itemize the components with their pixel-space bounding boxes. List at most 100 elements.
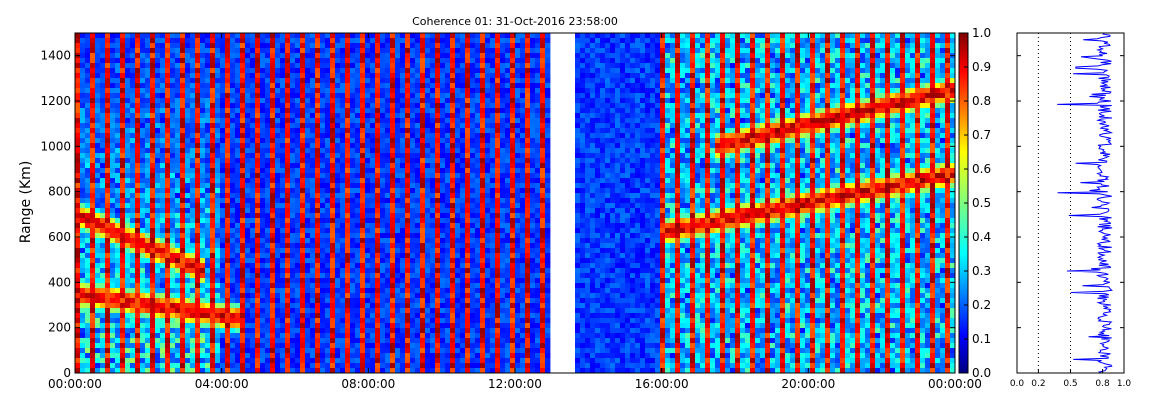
heatmap-cell <box>420 178 426 184</box>
heatmap-cell <box>280 258 286 264</box>
heatmap-cell <box>390 148 396 154</box>
heatmap-cell <box>345 238 351 244</box>
heatmap-cell <box>180 308 186 314</box>
heatmap-cell <box>335 228 341 234</box>
heatmap-cell <box>150 173 156 179</box>
heatmap-cell <box>355 158 361 164</box>
heatmap-cell <box>115 58 121 64</box>
heatmap-cell <box>230 248 236 254</box>
heatmap-cell <box>435 38 441 44</box>
heatmap-cell <box>140 278 146 284</box>
heatmap-cell <box>100 68 106 74</box>
heatmap-cell <box>135 223 141 229</box>
heatmap-cell <box>420 298 426 304</box>
heatmap-cell <box>315 318 321 324</box>
heatmap-cell <box>110 123 116 129</box>
heatmap-cell <box>320 38 326 44</box>
heatmap-cell <box>255 363 261 369</box>
heatmap-cell <box>240 213 246 219</box>
heatmap-cell <box>360 288 366 294</box>
heatmap-cell <box>310 58 316 64</box>
heatmap-cell <box>100 188 106 194</box>
heatmap-cell <box>280 368 286 374</box>
heatmap-cell <box>375 203 381 209</box>
heatmap-cell <box>405 48 411 54</box>
heatmap-cell <box>310 53 316 59</box>
heatmap-cell <box>110 308 116 314</box>
heatmap-cell <box>190 308 196 314</box>
heatmap-cell <box>120 333 126 339</box>
heatmap-cell <box>140 198 146 204</box>
heatmap-cell <box>375 123 381 129</box>
heatmap-cell <box>175 283 181 289</box>
heatmap-cell <box>420 313 426 319</box>
heatmap-cell <box>95 193 101 199</box>
heatmap-cell <box>415 208 421 214</box>
heatmap-cell <box>95 338 101 344</box>
heatmap-cell <box>220 138 226 144</box>
heatmap-cell <box>310 353 316 359</box>
heatmap-cell <box>420 78 426 84</box>
heatmap-cell <box>335 43 341 49</box>
heatmap-cell <box>190 113 196 119</box>
heatmap-cell <box>175 253 181 259</box>
heatmap-cell <box>85 88 91 94</box>
heatmap-cell <box>400 83 406 89</box>
heatmap-cell <box>75 58 81 64</box>
heatmap-cell <box>75 63 81 69</box>
heatmap-cell <box>120 243 126 249</box>
heatmap-cell <box>260 233 266 239</box>
heatmap-cell <box>440 68 446 74</box>
heatmap-cell <box>160 128 166 134</box>
heatmap-cell <box>205 258 211 264</box>
heatmap-cell <box>410 238 416 244</box>
heatmap-cell <box>190 108 196 114</box>
heatmap-cell <box>355 208 361 214</box>
heatmap-cell <box>200 358 206 364</box>
heatmap-cell <box>205 313 211 319</box>
heatmap-cell <box>180 88 186 94</box>
heatmap-cell <box>235 258 241 264</box>
heatmap-cell <box>380 93 386 99</box>
heatmap-cell <box>210 153 216 159</box>
heatmap-cell <box>425 298 431 304</box>
heatmap-cell <box>335 188 341 194</box>
heatmap-cell <box>95 248 101 254</box>
heatmap-cell <box>350 313 356 319</box>
heatmap-cell <box>420 213 426 219</box>
heatmap-cell <box>310 38 316 44</box>
heatmap-cell <box>390 73 396 79</box>
heatmap-cell <box>245 338 251 344</box>
heatmap-cell <box>295 128 301 134</box>
heatmap-cell <box>235 213 241 219</box>
heatmap-cell <box>265 323 271 329</box>
heatmap-cell <box>260 98 266 104</box>
heatmap-cell <box>105 173 111 179</box>
heatmap-cell <box>355 93 361 99</box>
heatmap-cell <box>360 48 366 54</box>
heatmap-cell <box>210 368 216 374</box>
heatmap-cell <box>285 113 291 119</box>
heatmap-cell <box>110 243 116 249</box>
heatmap-cell <box>220 213 226 219</box>
heatmap-cell <box>125 203 131 209</box>
heatmap-cell <box>320 123 326 129</box>
heatmap-cell <box>335 108 341 114</box>
heatmap-cell <box>190 148 196 154</box>
heatmap-cell <box>365 243 371 249</box>
heatmap-cell <box>140 48 146 54</box>
heatmap-cell <box>150 283 156 289</box>
heatmap-cell <box>370 263 376 269</box>
heatmap-cell <box>185 183 191 189</box>
heatmap-cell <box>295 198 301 204</box>
heatmap-cell <box>250 338 256 344</box>
heatmap-cell <box>90 128 96 134</box>
heatmap-cell <box>320 253 326 259</box>
heatmap-cell <box>240 328 246 334</box>
heatmap-cell <box>105 103 111 109</box>
heatmap-cell <box>235 43 241 49</box>
heatmap-cell <box>245 108 251 114</box>
heatmap-cell <box>300 198 306 204</box>
heatmap-cell <box>210 148 216 154</box>
heatmap-cell <box>295 213 301 219</box>
